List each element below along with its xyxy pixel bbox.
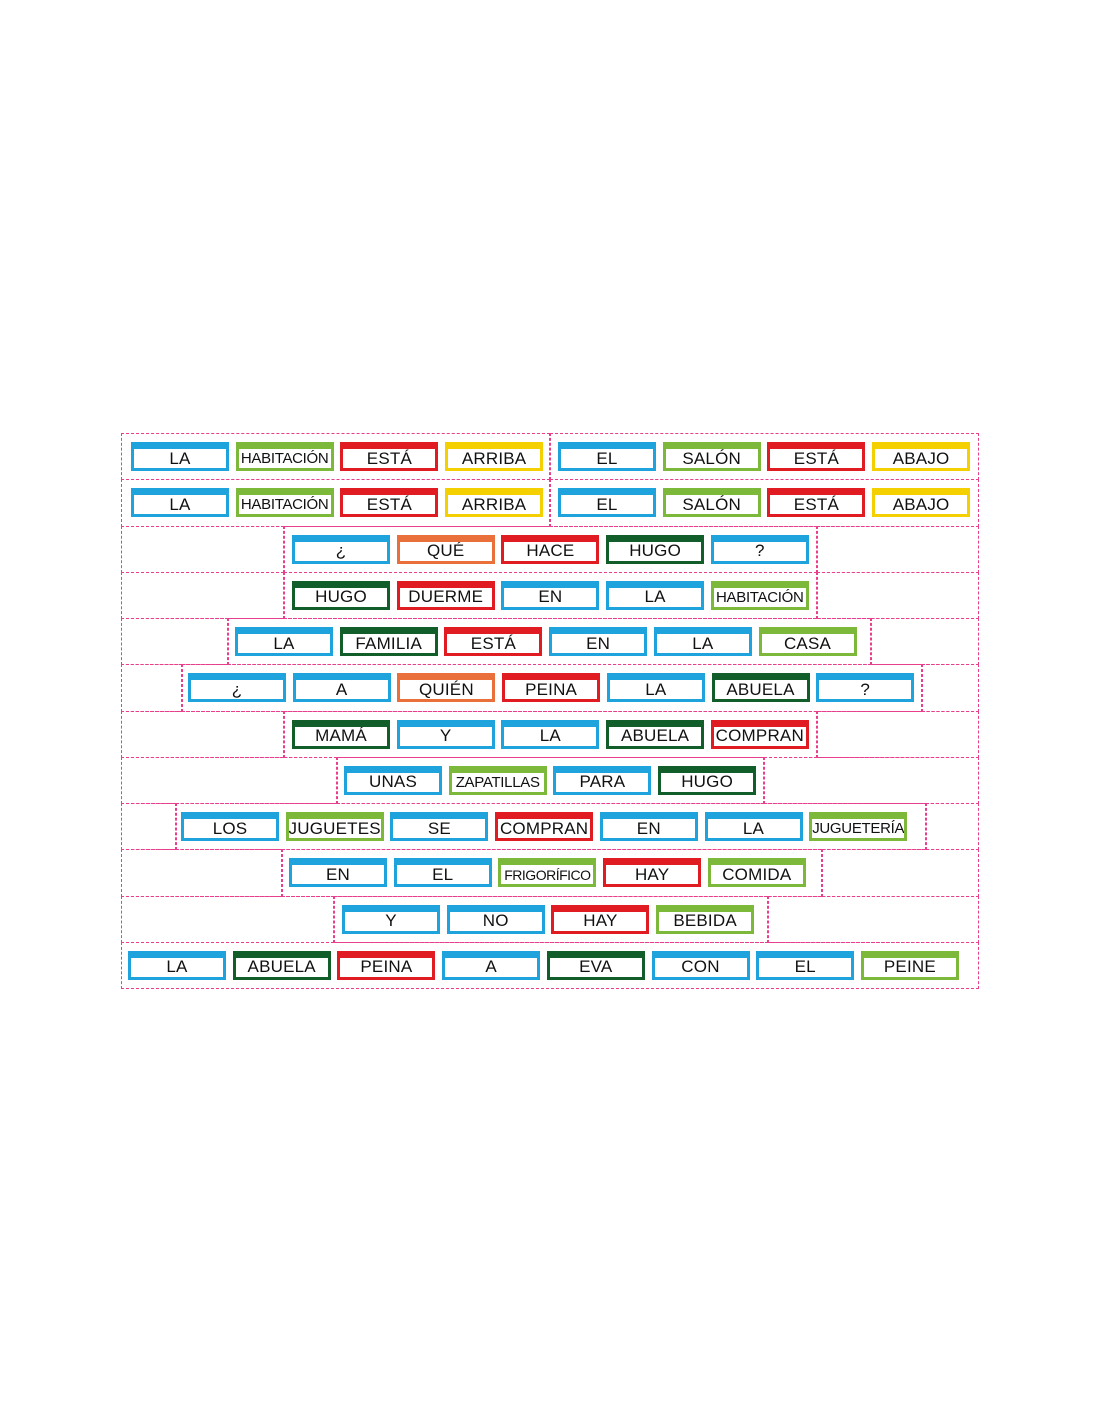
word-card-la: LA xyxy=(501,719,600,749)
word-card-frigorifico: FRIGORÍFICO xyxy=(498,858,597,888)
cut-line-row-11-segment-1 xyxy=(121,895,334,943)
word-card-la: LA xyxy=(704,812,803,841)
word-card-la: LA xyxy=(128,950,226,980)
word-card-hugo: HUGO xyxy=(606,534,705,564)
word-card-mama: MAMÁ xyxy=(292,719,390,749)
word-card-a: A xyxy=(292,673,391,703)
cut-line-row-10-segment-1 xyxy=(121,849,282,897)
word-card-duerme: DUERME xyxy=(396,580,495,610)
word-card-peina: PEINA xyxy=(502,673,601,703)
cut-line-row-10-segment-3 xyxy=(822,849,979,897)
word-card-jugueteria: JUGUETERÍA xyxy=(809,812,908,841)
word-card-esta: ESTÁ xyxy=(767,488,866,518)
cut-line-row-4-segment-3 xyxy=(817,571,979,619)
word-card-abajo: ABAJO xyxy=(872,488,971,518)
word-card-bebida: BEBIDA xyxy=(656,904,755,934)
cut-line-row-9-segment-3 xyxy=(926,803,979,851)
word-card-juguetes: JUGUETES xyxy=(285,812,384,841)
word-card-symbol: ? xyxy=(816,673,915,703)
word-card-hugo: HUGO xyxy=(292,580,390,610)
word-card-quien: QUIÉN xyxy=(397,673,496,703)
word-card-la: LA xyxy=(131,442,229,471)
word-card-abuela: ABUELA xyxy=(232,950,331,980)
word-card-que: QUÉ xyxy=(396,534,495,564)
word-card-abuela: ABUELA xyxy=(711,673,810,703)
cut-line-row-7-segment-3 xyxy=(817,710,979,758)
word-card-esta: ESTÁ xyxy=(340,488,439,518)
cut-line-row-5-segment-1 xyxy=(121,618,228,666)
word-card-esta: ESTÁ xyxy=(444,627,543,656)
word-card-eva: EVA xyxy=(546,950,645,980)
word-card-peina: PEINA xyxy=(337,950,436,980)
cut-line-row-8-segment-3 xyxy=(764,756,979,804)
word-card-zapatillas: ZAPATILLAS xyxy=(448,765,547,795)
word-card-symbol: ? xyxy=(710,534,809,564)
word-card-abajo: ABAJO xyxy=(872,442,971,471)
word-card-la: LA xyxy=(131,488,229,518)
word-card-en: EN xyxy=(501,580,600,610)
word-card-familia: FAMILIA xyxy=(339,627,438,656)
cut-line-row-3-segment-3 xyxy=(817,525,979,573)
word-cards-sheet: LA HABITACIÓN ESTÁ ARRIBA EL SALÓN ESTÁ ABAJO LA… xyxy=(121,433,979,989)
word-card-abuela: ABUELA xyxy=(606,719,705,749)
word-card-hace: HACE xyxy=(501,534,600,564)
cut-line-row-5-segment-3 xyxy=(871,618,979,666)
word-card-se: SE xyxy=(390,812,489,841)
word-card-unas: UNAS xyxy=(344,765,442,795)
word-card-casa: CASA xyxy=(758,627,857,656)
word-card-en: EN xyxy=(289,858,387,888)
cut-line-row-3-segment-1 xyxy=(121,525,284,573)
word-card-symbol: ¿ xyxy=(292,534,390,564)
word-card-la: LA xyxy=(653,627,752,656)
word-card-la: LA xyxy=(606,580,705,610)
cut-line-row-9-segment-1 xyxy=(121,803,176,851)
word-card-los: LOS xyxy=(181,812,279,841)
word-card-salon: SALÓN xyxy=(662,442,761,471)
word-card-el: EL xyxy=(558,442,656,471)
word-card-esta: ESTÁ xyxy=(767,442,866,471)
word-card-salon: SALÓN xyxy=(662,488,761,518)
word-card-no: NO xyxy=(446,904,545,934)
word-card-arriba: ARRIBA xyxy=(445,442,544,471)
word-card-habitacion: HABITACIÓN xyxy=(235,488,334,518)
word-card-compran: COMPRAN xyxy=(710,719,809,749)
cut-line-row-7-segment-1 xyxy=(121,710,284,758)
cut-line-row-12-segment-1 xyxy=(121,941,979,989)
word-card-la: LA xyxy=(606,673,705,703)
word-card-el: EL xyxy=(558,488,656,518)
cut-line-row-11-segment-3 xyxy=(768,895,979,943)
cut-line-row-6-segment-1 xyxy=(121,664,182,712)
word-card-compran: COMPRAN xyxy=(495,812,594,841)
word-card-y: Y xyxy=(342,904,440,934)
word-card-hay: HAY xyxy=(551,904,650,934)
word-card-esta: ESTÁ xyxy=(340,442,439,471)
word-card-la: LA xyxy=(235,627,333,656)
word-card-y: Y xyxy=(396,719,495,749)
word-card-el: EL xyxy=(756,950,855,980)
cut-line-row-6-segment-3 xyxy=(922,664,979,712)
word-card-arriba: ARRIBA xyxy=(445,488,544,518)
word-card-symbol: ¿ xyxy=(188,673,286,703)
word-card-con: CON xyxy=(651,950,750,980)
word-card-para: PARA xyxy=(553,765,652,795)
word-card-habitacion: HABITACIÓN xyxy=(710,580,809,610)
word-card-hugo: HUGO xyxy=(658,765,757,795)
cut-line-row-4-segment-1 xyxy=(121,571,284,619)
word-card-en: EN xyxy=(599,812,698,841)
word-card-a: A xyxy=(442,950,541,980)
word-card-hay: HAY xyxy=(603,858,702,888)
word-card-en: EN xyxy=(549,627,648,656)
cut-line-row-8-segment-1 xyxy=(121,756,337,804)
word-card-peine: PEINE xyxy=(860,950,959,980)
word-card-habitacion: HABITACIÓN xyxy=(235,442,334,471)
word-card-el: EL xyxy=(393,858,492,888)
word-card-comida: COMIDA xyxy=(707,858,806,888)
